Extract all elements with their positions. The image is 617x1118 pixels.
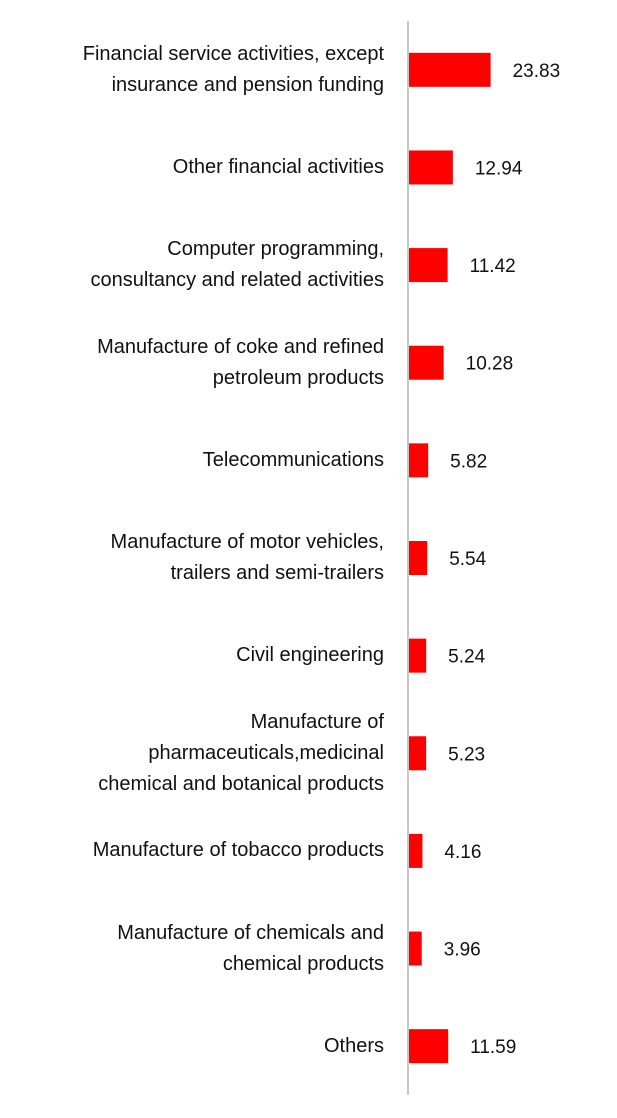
bar bbox=[408, 52, 491, 87]
bar bbox=[408, 833, 423, 868]
bar bbox=[408, 931, 422, 966]
value-label: 10.28 bbox=[466, 354, 514, 375]
category-label: Other financial activities bbox=[172, 155, 384, 178]
value-label: 5.82 bbox=[450, 451, 487, 472]
value-label: 12.94 bbox=[475, 158, 523, 179]
bar bbox=[408, 736, 427, 771]
bar bbox=[408, 1029, 449, 1064]
category-label: Manufacture of coke and refined petroleu… bbox=[97, 335, 384, 389]
value-label: 23.83 bbox=[513, 61, 561, 82]
value-label: 4.16 bbox=[444, 842, 481, 863]
category-label: Computer programming, consultancy and re… bbox=[90, 238, 385, 292]
category-label: Telecommunications bbox=[202, 448, 384, 471]
value-label: 11.42 bbox=[470, 256, 516, 277]
category-label: Others bbox=[323, 1034, 384, 1057]
bar bbox=[408, 150, 453, 185]
bar bbox=[408, 541, 428, 575]
value-label: 5.54 bbox=[449, 549, 486, 570]
category-label: Manufacture of chemicals and chemical pr… bbox=[117, 921, 384, 975]
value-label: 11.59 bbox=[470, 1037, 516, 1058]
bar bbox=[408, 248, 448, 283]
value-label: 5.23 bbox=[448, 744, 485, 765]
category-label: Manufacture of tobacco products bbox=[92, 839, 384, 862]
bar bbox=[408, 443, 429, 478]
category-label: Manufacture of motor vehicles, trailers … bbox=[110, 530, 384, 584]
category-label: Financial service activities, except ins… bbox=[82, 42, 384, 96]
category-label: Manufacture of pharmaceuticals,medicinal… bbox=[98, 710, 384, 795]
category-label: Civil engineering bbox=[236, 644, 384, 667]
bar bbox=[408, 638, 427, 673]
value-label: 5.24 bbox=[448, 647, 485, 668]
bar bbox=[408, 345, 444, 380]
value-label: 3.96 bbox=[444, 940, 481, 961]
